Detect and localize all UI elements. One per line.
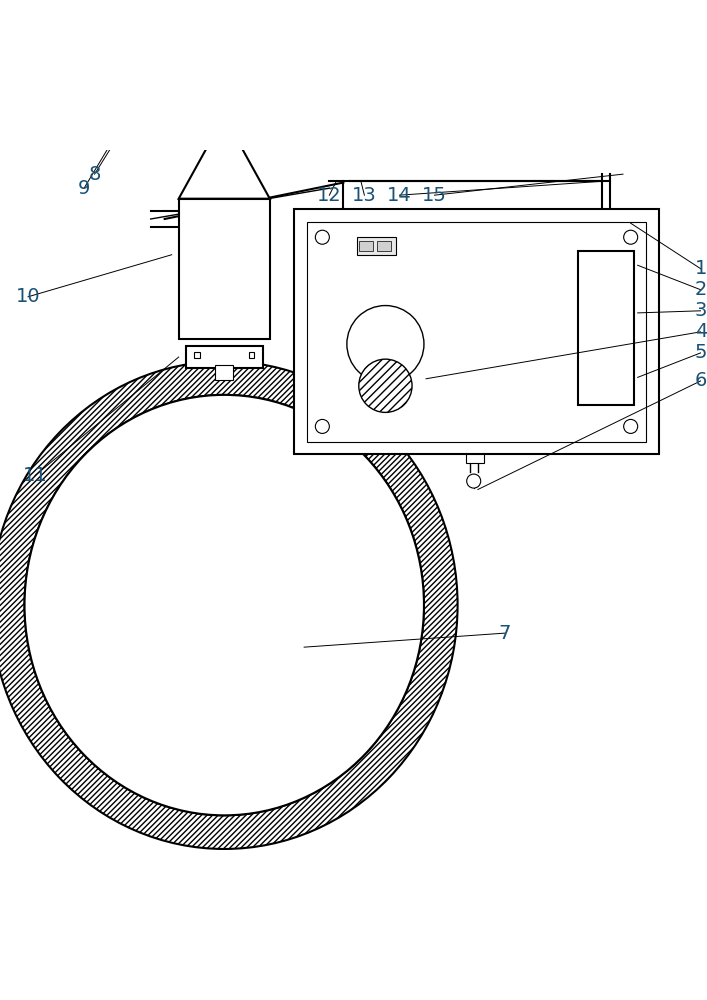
Bar [578, 251, 634, 405]
Circle shape [358, 359, 412, 412]
Text: 10: 10 [16, 287, 40, 306]
Bar [186, 346, 263, 368]
Text: 12: 12 [317, 186, 341, 205]
Text: 2: 2 [694, 280, 707, 299]
Circle shape [467, 474, 481, 488]
Text: 13: 13 [352, 186, 377, 205]
Bar [377, 241, 391, 251]
Text: 15: 15 [422, 186, 447, 205]
Text: 7: 7 [498, 624, 510, 643]
Text: 8: 8 [88, 165, 101, 184]
Text: 6: 6 [694, 371, 707, 390]
Text: 3: 3 [694, 301, 707, 320]
Circle shape [624, 230, 638, 244]
Bar [211, 124, 237, 139]
Polygon shape [179, 139, 270, 199]
Circle shape [315, 419, 329, 433]
Bar [179, 199, 270, 339]
Ellipse shape [25, 395, 424, 815]
Text: 11: 11 [23, 466, 47, 485]
Text: 1: 1 [694, 259, 707, 278]
Bar [466, 454, 484, 463]
Ellipse shape [25, 395, 424, 815]
Bar [357, 237, 396, 255]
Text: 4: 4 [694, 322, 707, 341]
Ellipse shape [0, 361, 457, 849]
Text: 5: 5 [694, 343, 707, 362]
Bar [307, 222, 646, 442]
Bar [249, 352, 255, 358]
Circle shape [315, 230, 329, 244]
Text: 9: 9 [78, 179, 90, 198]
Circle shape [347, 306, 424, 383]
Bar [359, 241, 373, 251]
Bar [216, 365, 233, 380]
Bar [294, 209, 659, 454]
Bar [194, 352, 199, 358]
Circle shape [624, 419, 638, 433]
Text: 14: 14 [387, 186, 411, 205]
